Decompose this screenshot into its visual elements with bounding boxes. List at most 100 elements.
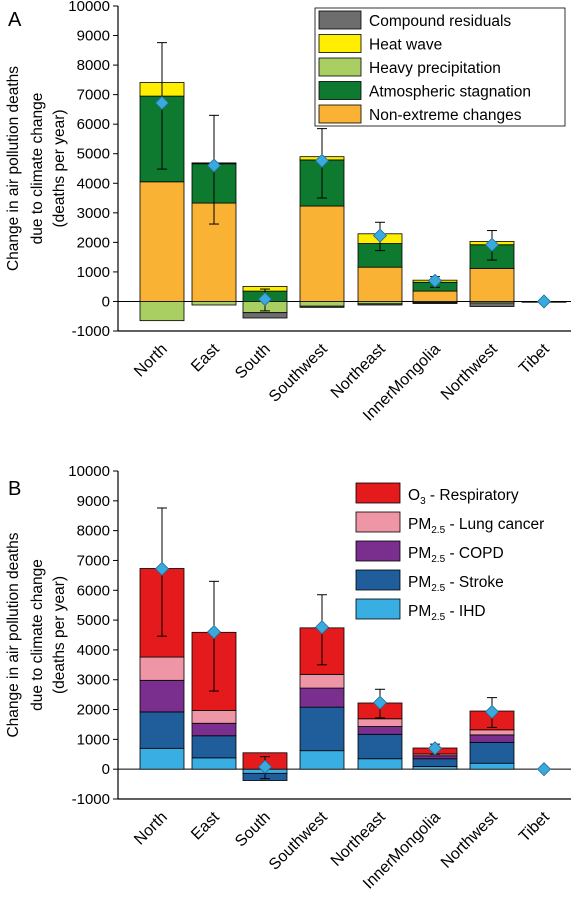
- category-label-northwest: Northwest: [438, 340, 501, 403]
- total-marker-east: [206, 158, 222, 173]
- category-label-north: North: [131, 809, 171, 849]
- y-tick-label: 1000: [77, 264, 110, 281]
- legend-label: Non-extreme changes: [369, 107, 522, 124]
- total-marker-southwest: [314, 620, 330, 635]
- bar-segment-non-extreme-changes-northwest: [469, 267, 515, 302]
- panel-letter: A: [8, 9, 22, 31]
- bar-segment-compound-residuals-northwest: [469, 302, 515, 307]
- total-marker-innermongolia: [427, 273, 443, 288]
- total-marker-northeast: [372, 695, 388, 710]
- y-tick-label: 6000: [77, 116, 110, 133]
- y-tick-label: 2000: [77, 234, 110, 251]
- bar-segment-heavy-precipitation-southwest: [299, 301, 345, 307]
- legend-swatch: [355, 569, 401, 591]
- y-axis-label: (deaths per year): [51, 109, 68, 227]
- bar-segment-pm2-5-lung-cancer-east: [191, 710, 237, 724]
- bar-segment-pm2-5-lung-cancer-northwest: [469, 729, 515, 736]
- legend-swatch: [318, 81, 362, 100]
- y-tick-label: -1000: [72, 323, 110, 340]
- y-tick-label: 7000: [77, 552, 110, 569]
- legend: O3 - Respiratory PM2.5 - Lung cancer PM2.5…: [355, 482, 544, 623]
- y-tick-label: 5000: [77, 146, 110, 163]
- bar-segment-pm2-5-lung-cancer-northeast: [357, 718, 403, 727]
- category-label-tibet: Tibet: [516, 340, 553, 377]
- legend-swatch: [318, 34, 362, 53]
- bar-segment-pm2-5-lung-cancer-north: [139, 656, 185, 681]
- bar-segment-non-extreme-changes-southwest: [299, 205, 345, 302]
- legend-label: Compound residuals: [369, 13, 511, 30]
- legend-label: O3 - Respiratory: [408, 487, 519, 507]
- y-tick-label: 0: [102, 293, 110, 310]
- legend-label: Heavy precipitation: [369, 60, 501, 77]
- y-tick-label: 2000: [77, 702, 110, 719]
- total-marker-northwest: [484, 237, 500, 252]
- legend-label: PM2.5 - Stroke: [408, 574, 504, 594]
- y-tick-label: 6000: [77, 582, 110, 599]
- category-label-north: North: [131, 341, 171, 381]
- bar-segment-pm2-5-copd-innermongolia: [412, 755, 458, 760]
- bar-segment-non-extreme-changes-north: [139, 181, 185, 302]
- total-marker-north: [154, 561, 170, 576]
- legend-swatch: [355, 598, 401, 620]
- bar-segment-pm2-5-ihd-north: [139, 747, 185, 770]
- bar-segment-pm2-5-stroke-east: [191, 735, 237, 759]
- y-tick-label: 1000: [77, 731, 110, 748]
- bar-segment-pm2-5-copd-east: [191, 722, 237, 737]
- panel-a: A100009000800070006000500040003000200010…: [5, 0, 571, 425]
- category-label-tibet: Tibet: [516, 808, 553, 845]
- category-label-east: East: [188, 808, 223, 843]
- y-tick-label: 10000: [68, 463, 110, 480]
- legend-label: PM2.5 - COPD: [408, 545, 504, 565]
- y-tick-label: 4000: [77, 175, 110, 192]
- legend-swatch: [318, 57, 362, 77]
- y-tick-label: 3000: [77, 205, 110, 222]
- bar-segment-compound-residuals-south: [242, 312, 288, 319]
- total-marker-tibet: [536, 762, 552, 777]
- y-tick-label: -1000: [72, 791, 110, 808]
- bar-segment-pm2-5-stroke-northwest: [469, 741, 515, 764]
- category-label-southwest: Southwest: [266, 340, 331, 405]
- category-label-south: South: [232, 341, 274, 383]
- total-marker-southwest: [314, 153, 330, 168]
- legend-swatch: [318, 10, 362, 30]
- total-marker-south: [257, 292, 273, 307]
- legend-label: Heat wave: [369, 37, 442, 54]
- total-marker-east: [206, 624, 222, 640]
- category-label-southwest: Southwest: [266, 808, 331, 873]
- bar-segment-pm2-5-ihd-southwest: [299, 750, 345, 770]
- total-marker-northwest: [484, 704, 500, 719]
- y-axis-label: due to climate change: [29, 559, 46, 711]
- total-marker-south: [257, 759, 273, 774]
- bar-segment-pm2-5-lung-cancer-southwest: [299, 673, 345, 689]
- legend: Compound residuals Heat wave Heavy precipi…: [314, 7, 566, 127]
- bar-segment-heavy-precipitation-north: [139, 301, 185, 322]
- y-tick-label: 8000: [77, 523, 110, 540]
- bar-segment-compound-residuals-innermongolia: [412, 302, 458, 304]
- bar-segment-heavy-precipitation-east: [191, 301, 237, 306]
- y-tick-label: 4000: [77, 642, 110, 659]
- bar-segment-compound-residuals-northeast: [357, 303, 403, 306]
- legend-swatch: [355, 511, 401, 533]
- total-marker-innermongolia: [427, 741, 443, 756]
- category-label-east: East: [188, 340, 223, 375]
- bar-segment-pm2-5-stroke-northeast: [357, 733, 403, 760]
- legend-label: PM2.5 - IHD: [408, 603, 486, 623]
- y-tick-label: 7000: [77, 87, 110, 104]
- category-label-northwest: Northwest: [438, 808, 501, 871]
- y-axis-label: (deaths per year): [51, 576, 68, 694]
- total-marker-northeast: [372, 228, 388, 243]
- y-tick-label: 8000: [77, 57, 110, 74]
- total-marker-north: [154, 95, 170, 110]
- bar-segment-pm2-5-ihd-east: [191, 757, 237, 770]
- category-label-south: South: [232, 809, 274, 851]
- legend-label: Atmospheric stagnation: [369, 84, 531, 101]
- legend-swatch: [355, 482, 401, 504]
- legend-swatch: [355, 540, 401, 562]
- y-axis-label: Change in air pollution deaths: [5, 66, 22, 271]
- y-axis-label: due to climate change: [29, 93, 46, 245]
- bar-segment-non-extreme-changes-innermongolia: [412, 290, 458, 302]
- bar-segment-pm2-5-copd-southwest: [299, 687, 345, 708]
- y-tick-label: 10000: [68, 0, 110, 15]
- bar-segment-pm2-5-stroke-north: [139, 711, 185, 749]
- panel-letter: B: [8, 478, 21, 500]
